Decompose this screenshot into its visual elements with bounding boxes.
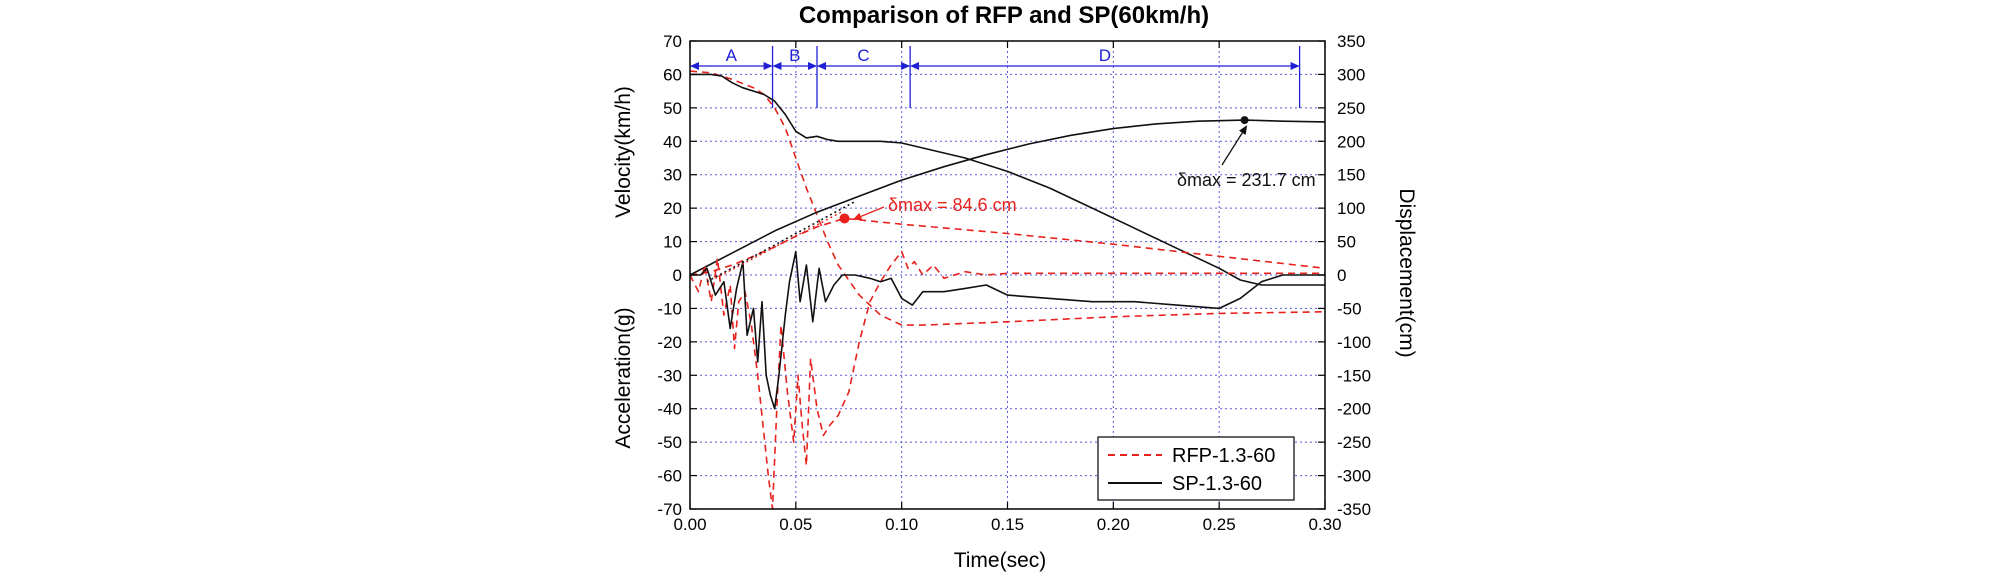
- series-line-displacement-sp: [689, 119, 1326, 276]
- peak-marker: [1240, 116, 1249, 125]
- chart-title: Comparison of RFP and SP(60km/h): [799, 2, 1209, 29]
- x-tick-label: 0.25: [1203, 515, 1236, 534]
- phase-markers: A B C D: [690, 46, 1301, 108]
- y-left-tick-label: 50: [663, 99, 682, 118]
- y-right-tick-label: 250: [1337, 99, 1365, 118]
- y-right-tick-label: 0: [1337, 266, 1346, 285]
- y-left-tick-label: 40: [663, 132, 682, 151]
- y-left-tick-label: -50: [657, 433, 682, 452]
- legend-label-rfp: RFP-1.3-60: [1172, 445, 1275, 467]
- y-right-tick-label: 350: [1337, 32, 1365, 51]
- y-right-tick-label: -200: [1337, 400, 1371, 419]
- x-tick-label: 0.00: [673, 515, 706, 534]
- phase-label: A: [726, 46, 738, 65]
- y-left-tick-label: -20: [657, 333, 682, 352]
- series-line-velocity-rfp: [689, 70, 1326, 326]
- y-left-tick-label: -30: [657, 366, 682, 385]
- y-right-tick-label: 150: [1337, 166, 1365, 185]
- legend-box: [1097, 436, 1295, 501]
- series-line-acceleration-sp: [690, 250, 1325, 410]
- x-tick-label: 0.15: [991, 515, 1024, 534]
- y-right-tick-label: 50: [1337, 233, 1356, 252]
- y-left-tick-label: 20: [663, 199, 682, 218]
- annotation-label: δmax = 84.6 cm: [888, 195, 1017, 215]
- y-left-tick-label: 10: [663, 233, 682, 252]
- y-axis-title-displacement: Displacement(cm): [1395, 188, 1418, 357]
- series-line-acceleration-rfp: [689, 250, 1325, 510]
- annotations: δmax = 84.6 cm δmax = 231.7 cm: [839, 116, 1316, 224]
- y-right-tick-label: -50: [1337, 299, 1362, 318]
- y-right-tick-label: -150: [1337, 366, 1371, 385]
- y-right-tick-label: 100: [1337, 199, 1365, 218]
- tangent-line-sp: [706, 200, 856, 283]
- y-left-tick-label: 0: [673, 266, 682, 285]
- x-tick-label: 0.05: [779, 515, 812, 534]
- y-right-tick-label: -250: [1337, 433, 1371, 452]
- y-right-tick-label: 300: [1337, 65, 1365, 84]
- x-axis-ticks: 0.00 0.05 0.10 0.15 0.20 0.25 0.30: [673, 41, 1342, 534]
- y-right-tick-label: 200: [1337, 132, 1365, 151]
- peak-marker: [839, 213, 850, 224]
- annotation-label: δmax = 231.7 cm: [1177, 170, 1316, 190]
- y-right-tick-label: -300: [1337, 467, 1371, 486]
- legend: RFP-1.3-60 SP-1.3-60: [1097, 436, 1295, 501]
- x-tick-label: 0.20: [1097, 515, 1130, 534]
- series-line-velocity-sp: [690, 73, 1325, 286]
- legend-label-sp: SP-1.3-60: [1172, 473, 1262, 495]
- y-left-axis-ticks: 70 60 50 40 30 20 10 0 -10 -20 -30 -40 -50 -60 -70: [657, 32, 697, 519]
- tangent-line-rfp: [715, 210, 843, 279]
- y-axis-title-velocity: Velocity(km/h): [612, 86, 635, 218]
- annotation-arrow: [1221, 125, 1248, 166]
- data-curves: [689, 70, 1326, 510]
- y-left-tick-label: -60: [657, 467, 682, 486]
- y-left-tick-label: -40: [657, 400, 682, 419]
- phase-label: B: [789, 46, 800, 65]
- x-axis-title: Time(sec): [954, 549, 1047, 572]
- y-right-tick-label: -350: [1337, 500, 1371, 519]
- annotation-arrow: [852, 206, 885, 221]
- x-tick-label: 0.10: [885, 515, 918, 534]
- y-right-axis-ticks: 350 300 250 200 150 100 50 0 -50 -100 -150 -200 -250…: [1318, 32, 1371, 519]
- series-line-displacement-rfp: [689, 217, 1326, 276]
- phase-label: D: [1099, 46, 1111, 65]
- phase-label: C: [857, 46, 869, 65]
- y-left-tick-label: 70: [663, 32, 682, 51]
- y-left-tick-label: -70: [657, 500, 682, 519]
- y-left-tick-label: 30: [663, 166, 682, 185]
- x-tick-label: 0.30: [1308, 515, 1341, 534]
- y-left-tick-label: 60: [663, 65, 682, 84]
- y-left-tick-label: -10: [657, 299, 682, 318]
- y-right-tick-label: -100: [1337, 333, 1371, 352]
- y-axis-title-acceleration: Acceleration(g): [612, 307, 635, 448]
